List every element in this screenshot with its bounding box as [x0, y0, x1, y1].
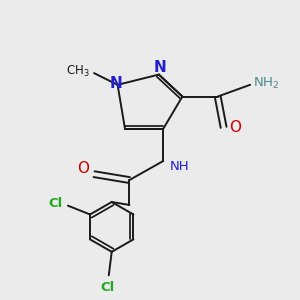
Text: O: O [77, 161, 89, 176]
Text: CH$_3$: CH$_3$ [66, 64, 90, 79]
Text: NH: NH [170, 160, 189, 173]
Text: N: N [110, 76, 122, 91]
Text: O: O [229, 120, 241, 135]
Text: Cl: Cl [100, 281, 114, 294]
Text: NH$_2$: NH$_2$ [253, 76, 280, 91]
Text: N: N [154, 60, 167, 75]
Text: Cl: Cl [48, 197, 63, 210]
